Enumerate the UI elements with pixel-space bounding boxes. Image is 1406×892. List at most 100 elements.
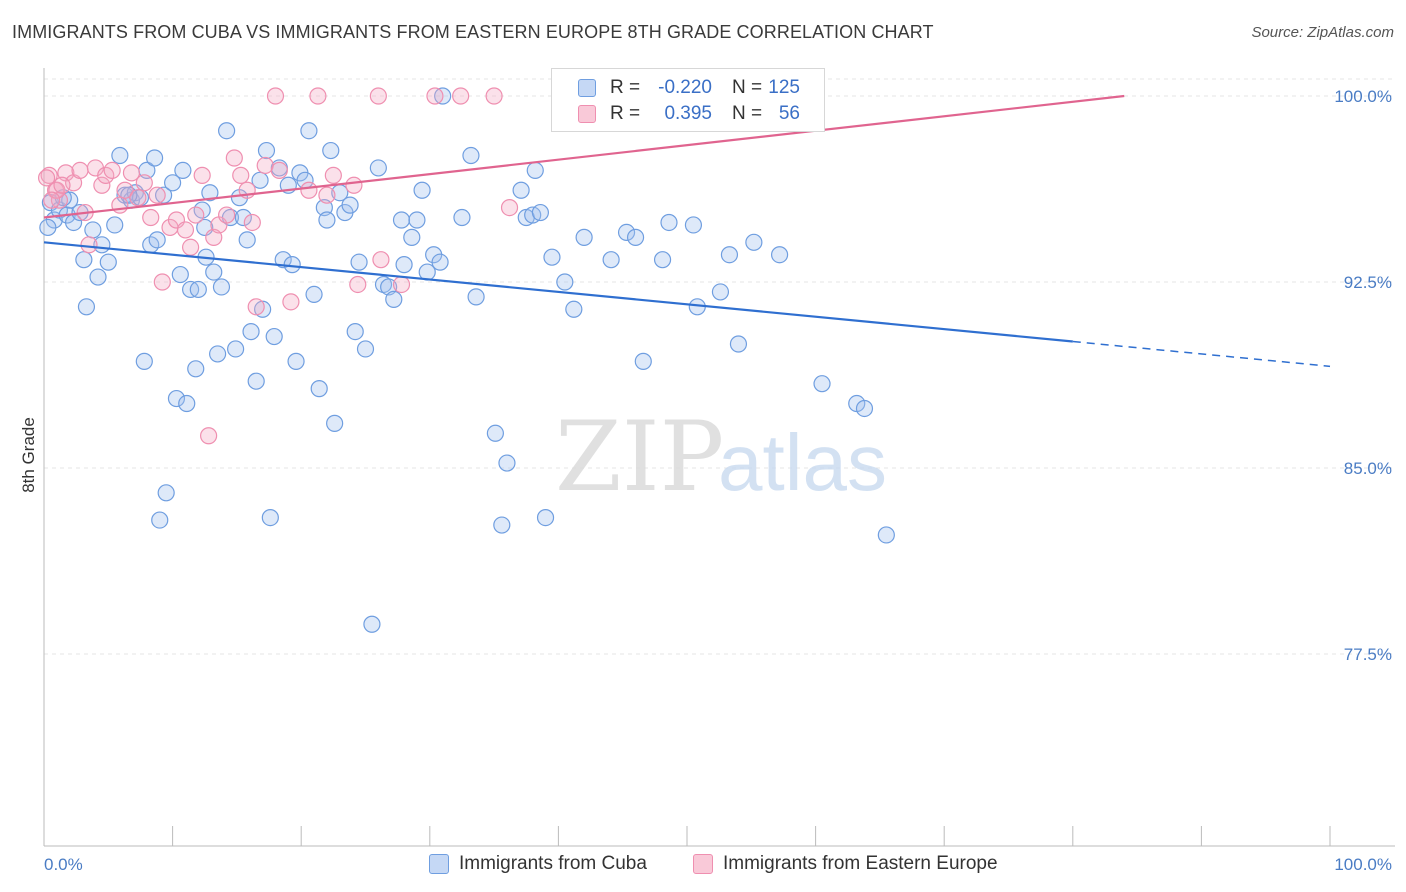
point-eastern-europe: [71, 161, 89, 179]
legend-r-label: R =: [610, 77, 641, 98]
point-cuba: [145, 149, 164, 167]
point-cuba: [174, 161, 192, 179]
y-axis-label: 8th Grade: [19, 417, 38, 493]
point-eastern-europe: [392, 275, 411, 294]
point-cuba: [626, 228, 645, 246]
point-eastern-europe: [142, 208, 160, 227]
point-eastern-europe: [200, 427, 218, 445]
correlation-legend: R = -0.220 N = 125 R = 0.395 N = 56: [551, 68, 825, 132]
point-cuba: [745, 233, 763, 251]
point-eastern-europe: [116, 181, 134, 199]
point-eastern-europe: [53, 176, 71, 194]
point-cuba: [111, 146, 129, 165]
point-eastern-europe: [266, 87, 285, 105]
point-cuba: [287, 352, 305, 370]
point-cuba: [512, 181, 530, 199]
y-tick-label: 92.5%: [1344, 273, 1392, 292]
point-cuba: [84, 221, 102, 239]
point-cuba: [565, 300, 583, 318]
y-tick-label: 77.5%: [1344, 645, 1392, 664]
point-cuba: [493, 516, 511, 534]
point-eastern-europe: [103, 161, 121, 179]
point-cuba: [453, 208, 471, 227]
watermark-zip: ZIP: [555, 401, 724, 513]
point-cuba: [369, 159, 387, 177]
point-cuba: [720, 246, 739, 264]
point-cuba: [164, 174, 182, 192]
point-eastern-europe: [40, 166, 58, 184]
point-cuba: [855, 399, 874, 418]
point-eastern-europe: [80, 236, 98, 254]
legend-r-label: R =: [610, 103, 641, 124]
point-cuba: [212, 278, 231, 296]
point-cuba: [363, 615, 381, 633]
point-cuba: [209, 345, 227, 363]
point-cuba: [189, 280, 207, 299]
point-cuba: [157, 484, 175, 502]
point-cuba: [543, 248, 561, 266]
point-cuba: [356, 340, 375, 358]
point-eastern-europe: [349, 275, 367, 294]
point-eastern-europe: [500, 199, 519, 217]
trend-line-cuba: [43, 241, 1073, 343]
chart-source: Source: ZipAtlas.com: [1251, 24, 1394, 41]
point-cuba: [395, 256, 413, 274]
point-cuba: [201, 184, 219, 202]
point-eastern-europe: [318, 186, 336, 204]
point-cuba: [151, 511, 169, 529]
point-cuba: [617, 223, 636, 241]
point-eastern-europe: [247, 298, 265, 316]
point-cuba: [39, 218, 57, 237]
point-cuba: [392, 211, 411, 229]
series-label-cuba: Immigrants from Cuba: [459, 853, 647, 874]
point-eastern-europe: [345, 176, 363, 194]
point-cuba: [148, 231, 166, 249]
point-cuba: [575, 228, 593, 246]
point-cuba: [556, 273, 574, 291]
point-cuba: [413, 181, 431, 199]
point-cuba: [486, 424, 504, 442]
point-cuba: [205, 263, 223, 281]
point-eastern-europe: [270, 161, 288, 179]
point-cuba: [77, 298, 96, 316]
tick-labels: 100.0% 92.5% 85.0% 77.5% 0.0% 100.0%: [44, 87, 1392, 874]
point-cuba: [813, 375, 831, 393]
watermark-atlas: atlas: [718, 418, 887, 507]
point-eastern-europe: [43, 191, 61, 209]
trend-line-eastern-europe: [43, 94, 1125, 219]
point-cuba: [227, 340, 245, 358]
point-eastern-europe: [193, 166, 211, 184]
point-cuba: [75, 251, 93, 269]
point-cuba: [135, 352, 153, 370]
point-eastern-europe: [300, 181, 318, 199]
point-cuba: [318, 211, 336, 229]
legend-n-value-eastern-europe: 56: [778, 103, 800, 124]
y-tick-label: 85.0%: [1344, 459, 1392, 478]
point-eastern-europe: [243, 213, 261, 232]
point-cuba: [326, 414, 344, 432]
point-cuba: [346, 323, 364, 341]
point-cuba: [462, 146, 480, 165]
point-cuba: [106, 216, 124, 234]
point-eastern-europe: [148, 186, 166, 204]
series-swatch-eastern-europe: [693, 854, 713, 874]
point-eastern-europe: [93, 176, 111, 194]
point-cuba: [385, 290, 403, 308]
point-cuba: [238, 231, 256, 249]
point-cuba: [653, 251, 672, 269]
point-cuba: [178, 394, 196, 413]
point-cuba: [305, 285, 323, 303]
series-legend: Immigrants from Cuba Immigrants from Eas…: [0, 852, 1406, 878]
point-eastern-europe: [324, 166, 342, 184]
point-cuba: [684, 216, 703, 234]
point-eastern-europe: [232, 166, 250, 184]
point-eastern-europe: [176, 221, 195, 239]
legend-n-label: N =: [732, 77, 763, 98]
trend-line-cuba-projection: [1072, 340, 1331, 368]
point-cuba: [403, 228, 421, 246]
point-cuba: [274, 251, 292, 269]
point-cuba: [89, 268, 107, 286]
point-cuba: [602, 251, 620, 269]
